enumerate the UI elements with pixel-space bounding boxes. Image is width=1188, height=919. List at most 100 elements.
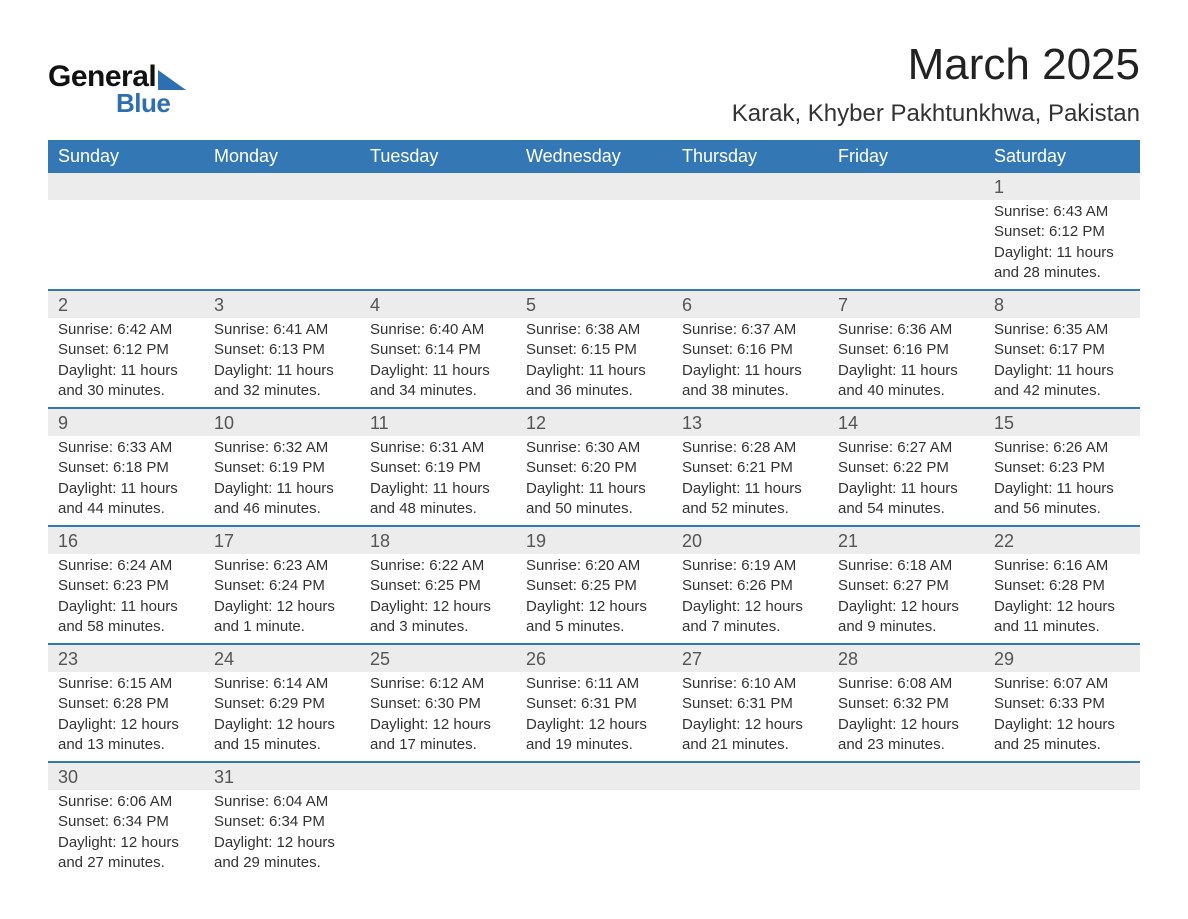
day-detail: Sunrise: 6:22 AMSunset: 6:25 PMDaylight:… [360, 554, 516, 643]
day-d1: Daylight: 11 hours [214, 361, 350, 381]
day-sunset: Sunset: 6:31 PM [682, 694, 818, 714]
day-number: 31 [204, 763, 360, 790]
day-d2: and 32 minutes. [214, 381, 350, 401]
day-detail: Sunrise: 6:24 AMSunset: 6:23 PMDaylight:… [48, 554, 204, 643]
day-sunrise: Sunrise: 6:32 AM [214, 438, 350, 458]
day-number: 8 [984, 291, 1140, 318]
day-number [360, 763, 516, 790]
day-sunset: Sunset: 6:34 PM [214, 812, 350, 832]
week-daynum-row: 1 [48, 173, 1140, 200]
day-detail: Sunrise: 6:32 AMSunset: 6:19 PMDaylight:… [204, 436, 360, 525]
day-number: 23 [48, 645, 204, 672]
day-number: 4 [360, 291, 516, 318]
day-detail: Sunrise: 6:38 AMSunset: 6:15 PMDaylight:… [516, 318, 672, 407]
day-number: 24 [204, 645, 360, 672]
day-d1: Daylight: 11 hours [58, 361, 194, 381]
week-detail-row: Sunrise: 6:06 AM Sunset: 6:34 PMDaylight:… [48, 790, 1140, 879]
day-header: Wednesday [516, 140, 672, 173]
day-number: 18 [360, 527, 516, 554]
day-detail: Sunrise: 6:04 AMSunset: 6:34 PMDaylight:… [204, 790, 360, 879]
day-d2: and 48 minutes. [370, 499, 506, 519]
day-number: 30 [48, 763, 204, 790]
day-d1: Daylight: 12 hours [994, 715, 1130, 735]
day-sunset: Sunset: 6:28 PM [994, 576, 1130, 596]
day-d1: Daylight: 11 hours [838, 361, 974, 381]
day-detail [516, 200, 672, 289]
day-d2: and 9 minutes. [838, 617, 974, 637]
day-sunset: Sunset: 6:17 PM [994, 340, 1130, 360]
day-detail: Sunrise: 6:20 AMSunset: 6:25 PMDaylight:… [516, 554, 672, 643]
day-number: 28 [828, 645, 984, 672]
day-number [984, 763, 1140, 790]
day-sunrise: Sunrise: 6:14 AM [214, 674, 350, 694]
day-detail: Sunrise: 6:27 AMSunset: 6:22 PMDaylight:… [828, 436, 984, 525]
day-d2: and 46 minutes. [214, 499, 350, 519]
day-sunrise: Sunrise: 6:43 AM [994, 202, 1130, 222]
day-sunrise: Sunrise: 6:33 AM [58, 438, 194, 458]
day-number [516, 763, 672, 790]
day-detail [672, 200, 828, 289]
day-d2: and 27 minutes. [58, 853, 194, 873]
day-d2: and 56 minutes. [994, 499, 1130, 519]
day-detail: Sunrise: 6:06 AMSunset: 6:34 PMDaylight:… [48, 790, 204, 879]
day-sunrise: Sunrise: 6:06 AM [58, 792, 194, 812]
day-sunrise: Sunrise: 6:23 AM [214, 556, 350, 576]
day-d1: Daylight: 11 hours [370, 479, 506, 499]
day-detail: Sunrise: 6:07 AMSunset: 6:33 PMDaylight:… [984, 672, 1140, 761]
day-sunrise: Sunrise: 6:16 AM [994, 556, 1130, 576]
day-detail: Sunrise: 6:42 AMSunset: 6:12 PMDaylight:… [48, 318, 204, 407]
day-d1: Daylight: 12 hours [838, 597, 974, 617]
day-d2: and 5 minutes. [526, 617, 662, 637]
day-number: 10 [204, 409, 360, 436]
day-detail [828, 790, 984, 879]
day-d1: Daylight: 11 hours [994, 479, 1130, 499]
day-number [672, 763, 828, 790]
week-detail-row: Sunrise: 6:42 AMSunset: 6:12 PMDaylight:… [48, 318, 1140, 407]
day-sunrise: Sunrise: 6:15 AM [58, 674, 194, 694]
day-d1: Daylight: 11 hours [214, 479, 350, 499]
day-detail [204, 200, 360, 289]
day-d1: Daylight: 11 hours [994, 243, 1130, 263]
day-d1: Daylight: 12 hours [994, 597, 1130, 617]
day-d2: and 52 minutes. [682, 499, 818, 519]
day-number [360, 173, 516, 200]
day-number: 2 [48, 291, 204, 318]
day-detail [984, 790, 1140, 879]
day-sunset: Sunset: 6:20 PM [526, 458, 662, 478]
day-detail: Sunrise: 6:16 AMSunset: 6:28 PMDaylight:… [984, 554, 1140, 643]
day-number: 6 [672, 291, 828, 318]
day-sunset: Sunset: 6:24 PM [214, 576, 350, 596]
day-number: 16 [48, 527, 204, 554]
day-d1: Daylight: 12 hours [214, 833, 350, 853]
day-d2: and 25 minutes. [994, 735, 1130, 755]
day-number: 21 [828, 527, 984, 554]
day-detail: Sunrise: 6:14 AMSunset: 6:29 PMDaylight:… [204, 672, 360, 761]
title-block: March 2025 Karak, Khyber Pakhtunkhwa, Pa… [732, 40, 1140, 128]
day-detail: Sunrise: 6:11 AMSunset: 6:31 PMDaylight:… [516, 672, 672, 761]
day-d2: and 23 minutes. [838, 735, 974, 755]
day-detail: Sunrise: 6:40 AMSunset: 6:14 PMDaylight:… [360, 318, 516, 407]
day-d1: Daylight: 11 hours [682, 479, 818, 499]
day-number: 13 [672, 409, 828, 436]
day-sunset: Sunset: 6:27 PM [838, 576, 974, 596]
day-detail: Sunrise: 6:08 AMSunset: 6:32 PMDaylight:… [828, 672, 984, 761]
day-d2: and 21 minutes. [682, 735, 818, 755]
day-number: 7 [828, 291, 984, 318]
day-sunrise: Sunrise: 6:35 AM [994, 320, 1130, 340]
day-d2: and 50 minutes. [526, 499, 662, 519]
day-d1: Daylight: 11 hours [682, 361, 818, 381]
day-d1: Daylight: 12 hours [370, 597, 506, 617]
day-d1: Daylight: 11 hours [58, 479, 194, 499]
day-number: 3 [204, 291, 360, 318]
day-number: 14 [828, 409, 984, 436]
day-number: 29 [984, 645, 1140, 672]
day-detail [516, 790, 672, 879]
month-title: March 2025 [732, 40, 1140, 90]
day-detail [360, 790, 516, 879]
day-d1: Daylight: 11 hours [526, 361, 662, 381]
day-header: Thursday [672, 140, 828, 173]
day-d1: Daylight: 12 hours [214, 597, 350, 617]
day-detail: Sunrise: 6:12 AMSunset: 6:30 PMDaylight:… [360, 672, 516, 761]
logo-triangle-icon [158, 70, 186, 90]
day-sunset: Sunset: 6:25 PM [370, 576, 506, 596]
